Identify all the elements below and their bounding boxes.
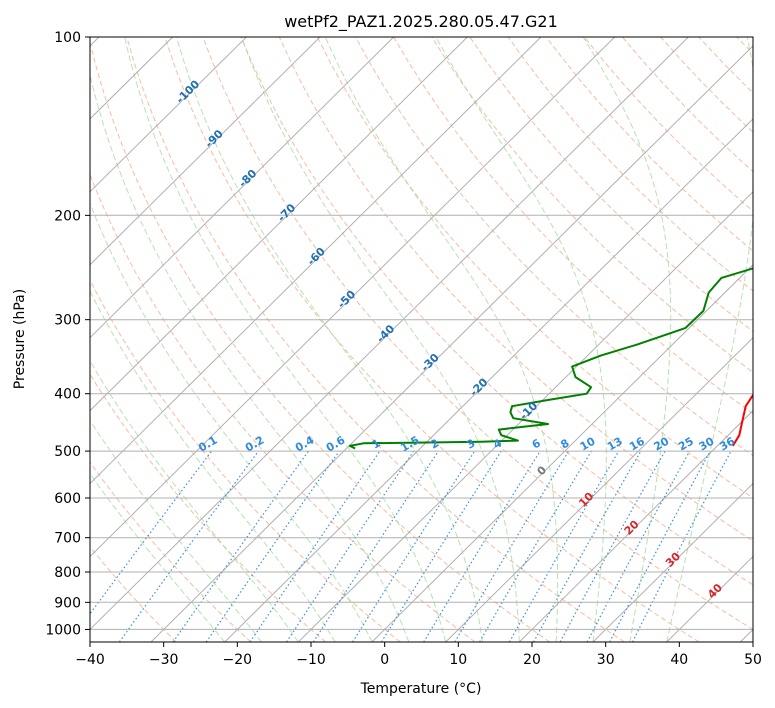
moist-adiabat-line: [90, 73, 410, 642]
x-axis: −40 −30 −20 −10 0 10 20 30 40 50: [75, 642, 762, 668]
x-tick-label: 10: [449, 652, 467, 668]
isotherm-line: [90, 37, 247, 193]
moist-adiabat-line: [90, 419, 262, 642]
y-tick-label: 600: [54, 491, 81, 507]
y-tick-label: 800: [54, 565, 81, 581]
isotherm-line: [90, 37, 395, 339]
isotherm-line: [592, 482, 753, 642]
isotherm-line: [445, 337, 753, 642]
mixing-ratio-line: [249, 450, 381, 642]
moist-adiabat-line: [582, 37, 672, 642]
pressure-gridlines: [90, 37, 753, 630]
background-reference-lines: [90, 37, 753, 642]
dry-adiabat-line: [469, 37, 753, 333]
x-tick-label: 40: [670, 652, 688, 668]
isotherm-line: [150, 45, 753, 642]
temperature-profile-line: [731, 393, 753, 447]
dry-adiabat-line: [240, 37, 753, 586]
mixing-ratio-line: [312, 450, 439, 642]
x-axis-title: Temperature (°C): [360, 681, 482, 697]
moist-adiabat-line: [90, 472, 226, 642]
isotherm-line: [90, 37, 468, 412]
dry-adiabat-line: [202, 37, 753, 630]
mixing-ratio-line: [205, 450, 340, 642]
y-axis: 1000 900 800 700 600 500 400 300 200 100: [45, 30, 90, 638]
x-tick-label: 50: [744, 652, 762, 668]
dry-adiabat-line: [164, 37, 700, 642]
x-tick-label: 20: [523, 652, 541, 668]
moist-adiabat-line: [666, 37, 753, 642]
mixing-ratio-line: [423, 450, 541, 642]
mixing-ratio-line: [286, 450, 415, 642]
dry-adiabat-line: [393, 37, 753, 415]
dry-adiabat-line: [90, 546, 177, 642]
isotherm-line: [371, 264, 753, 642]
isotherm-line: [90, 37, 616, 558]
isotherm-line: [90, 37, 321, 266]
moist-adiabat-line: [324, 37, 559, 642]
y-tick-label: 700: [54, 531, 81, 547]
moist-adiabat-line: [90, 202, 373, 642]
dry-adiabat-line: [316, 37, 753, 499]
mixing-ratio-line: [118, 450, 259, 642]
x-tick-label: −30: [149, 652, 179, 668]
y-tick-label: 1000: [45, 622, 81, 638]
y-tick-label: 100: [54, 30, 81, 46]
isotherm-line: [90, 37, 542, 485]
dewpoint-profile-line: [348, 267, 753, 450]
y-tick-label: 900: [54, 595, 81, 611]
dry-adiabat-line: [126, 37, 625, 642]
isotherm-line: [224, 118, 753, 642]
y-tick-label: 300: [54, 313, 81, 329]
dry-adiabat-line: [90, 40, 550, 642]
mixing-ratio-line: [90, 450, 213, 615]
moist-adiabat-line: [435, 37, 607, 642]
dry-adiabat-line: [507, 37, 753, 292]
isotherm-line: [518, 409, 753, 642]
mixing-ratio-line: [533, 450, 642, 642]
mixing-ratio-line: [586, 450, 691, 642]
y-tick-label: 500: [54, 444, 81, 460]
dry-adiabat-line: [90, 173, 476, 642]
chart-title: wetPf2_PAZ1.2025.280.05.47.G21: [284, 12, 558, 32]
moist-adiabat-line: [90, 290, 336, 642]
y-tick-label: 200: [54, 208, 81, 224]
plot-frame: [89, 36, 754, 643]
moist-adiabat-line: [241, 37, 520, 642]
mixing-ratio-line: [559, 450, 666, 642]
isotherm-line: [297, 191, 753, 642]
y-tick-label: 400: [54, 387, 81, 403]
isotherm-line: [90, 37, 689, 631]
x-tick-label: 0: [380, 652, 389, 668]
moist-adiabat-line: [176, 37, 483, 642]
x-tick-label: −10: [296, 652, 326, 668]
x-tick-label: −40: [75, 652, 105, 668]
moist-adiabat-line: [124, 37, 447, 642]
sounding-profiles: [348, 267, 753, 450]
x-tick-label: −20: [223, 652, 253, 668]
mixing-ratio-line: [172, 450, 309, 642]
mixing-ratio-line: [352, 450, 476, 642]
dry-adiabat-line: [90, 461, 252, 642]
y-axis-title: Pressure (hPa): [12, 289, 28, 389]
dry-adiabat-line: [90, 373, 326, 642]
x-tick-label: 30: [597, 652, 615, 668]
